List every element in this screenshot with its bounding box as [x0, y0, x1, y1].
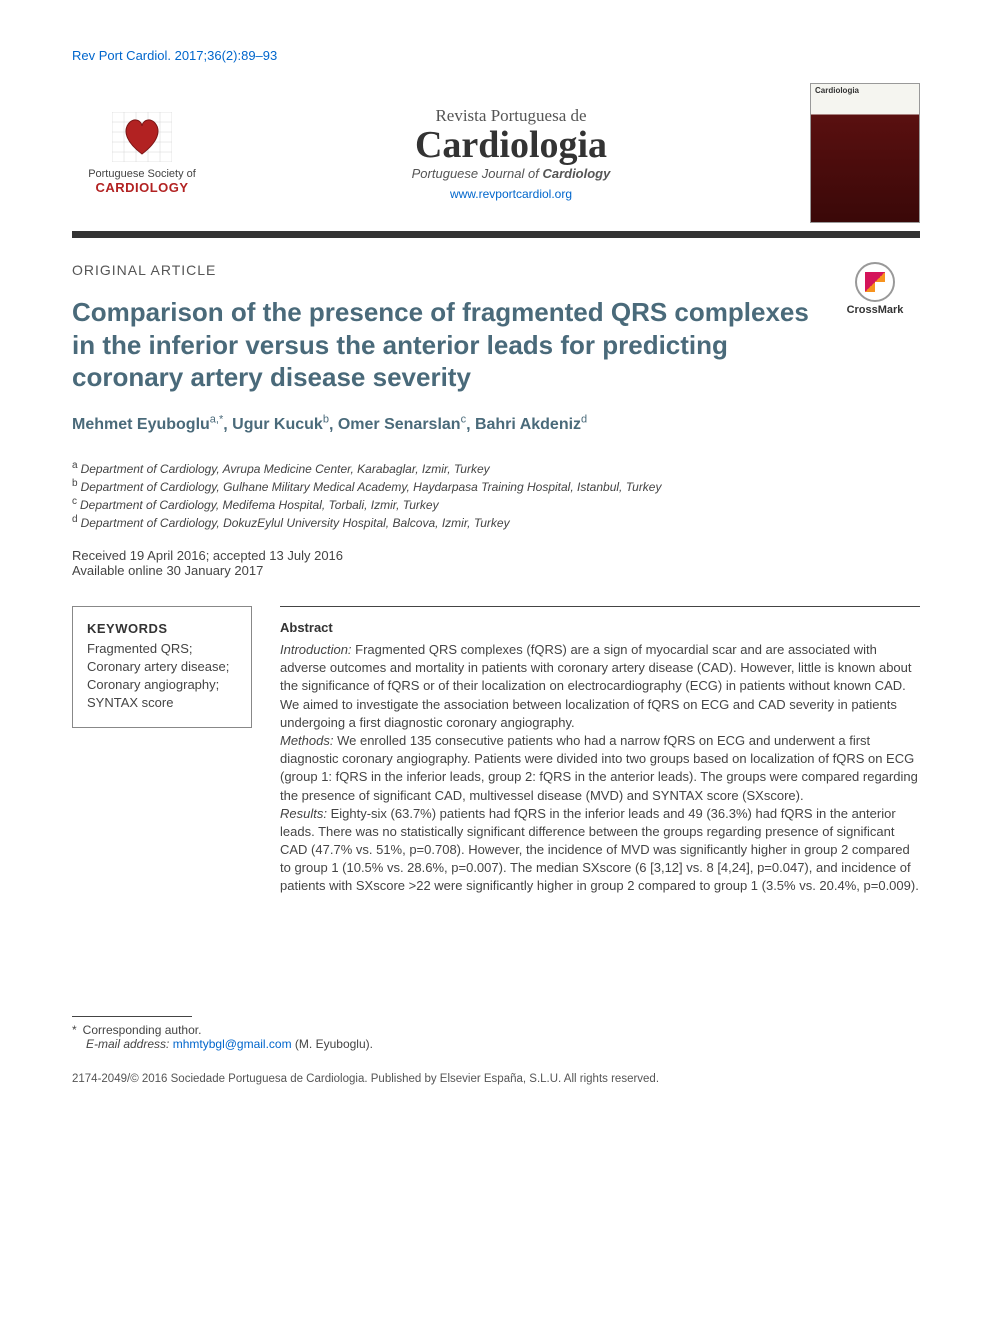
society-text-1: Portuguese Society of: [72, 168, 212, 180]
affiliation-text: Department of Cardiology, Gulhane Milita…: [81, 480, 662, 494]
abstract-methods-label: Methods:: [280, 733, 333, 748]
journal-sub-bold: Cardiology: [542, 166, 610, 181]
author-separator: ,: [466, 416, 475, 433]
corresponding-label: Corresponding author.: [83, 1023, 202, 1037]
abstract-intro-label: Introduction:: [280, 642, 352, 657]
affiliation-text: Department of Cardiology, DokuzEylul Uni…: [81, 516, 510, 530]
authors-list: Mehmet Eyuboglua,*, Ugur Kucukb, Omer Se…: [72, 414, 920, 434]
affiliation-sup: b: [72, 478, 78, 489]
abstract-methods-text: We enrolled 135 consecutive patients who…: [280, 733, 918, 803]
keyword-item: SYNTAX score: [87, 694, 237, 712]
abstract-results-label: Results:: [280, 806, 327, 821]
abstract-introduction: Introduction: Fragmented QRS complexes (…: [280, 641, 920, 732]
keywords-heading: KEYWORDS: [87, 621, 237, 636]
affiliation-text: Department of Cardiology, Medifema Hospi…: [80, 498, 439, 512]
affiliation: dDepartment of Cardiology, DokuzEylul Un…: [72, 514, 920, 530]
article-type: ORIGINAL ARTICLE: [72, 262, 810, 278]
article-title: Comparison of the presence of fragmented…: [72, 296, 810, 394]
affiliations-list: aDepartment of Cardiology, Avrupa Medici…: [72, 460, 920, 530]
online-date: Available online 30 January 2017: [72, 563, 920, 578]
journal-subtitle: Portuguese Journal of Cardiology: [212, 166, 810, 181]
received-accepted-date: Received 19 April 2016; accepted 13 July…: [72, 548, 920, 563]
journal-title: Cardiologia: [212, 126, 810, 164]
affiliation-sup: d: [72, 514, 78, 525]
author: Omer Senarslanc: [338, 416, 466, 433]
corresponding-email[interactable]: mhmtybgl@gmail.com: [173, 1037, 292, 1051]
author: Ugur Kucukb: [232, 416, 329, 433]
crossmark-icon: [855, 262, 895, 302]
affiliation: bDepartment of Cardiology, Gulhane Milit…: [72, 478, 920, 494]
affiliation: cDepartment of Cardiology, Medifema Hosp…: [72, 496, 920, 512]
email-suffix: (M. Eyuboglu).: [292, 1037, 373, 1051]
journal-masthead: Revista Portuguesa de Cardiologia Portug…: [212, 106, 810, 201]
society-logo: Portuguese Society of CARDIOLOGY: [72, 112, 212, 195]
affiliation-text: Department of Cardiology, Avrupa Medicin…: [81, 462, 490, 476]
abstract-results-text: Eighty-six (63.7%) patients had fQRS in …: [280, 806, 919, 894]
footnote-star: *: [72, 1023, 77, 1037]
abstract-heading: Abstract: [280, 619, 920, 637]
copyright-line: 2174-2049/© 2016 Sociedade Portuguesa de…: [72, 1073, 920, 1085]
crossmark-badge[interactable]: CrossMark: [830, 262, 920, 316]
article-header: ORIGINAL ARTICLE Comparison of the prese…: [72, 262, 920, 414]
keyword-item: Coronary angiography;: [87, 676, 237, 694]
header-rule: [72, 231, 920, 238]
heart-icon: [112, 112, 172, 162]
author: Bahri Akdenizd: [475, 416, 587, 433]
corresponding-author-footnote: *Corresponding author.: [86, 1023, 920, 1037]
affiliation-sup: a: [72, 460, 78, 471]
abstract-intro-text: Fragmented QRS complexes (fQRS) are a si…: [280, 642, 912, 730]
email-footnote: E-mail address: mhmtybgl@gmail.com (M. E…: [86, 1037, 920, 1051]
journal-url[interactable]: www.revportcardiol.org: [212, 187, 810, 201]
keywords-list: Fragmented QRS;Coronary artery disease;C…: [87, 640, 237, 713]
keyword-item: Fragmented QRS;: [87, 640, 237, 658]
email-label: E-mail address:: [86, 1037, 169, 1051]
keywords-box: KEYWORDS Fragmented QRS;Coronary artery …: [72, 606, 252, 728]
crossmark-label: CrossMark: [830, 304, 920, 316]
footnote-rule: [72, 1016, 192, 1017]
author-separator: ,: [223, 416, 232, 433]
abstract-results: Results: Eighty-six (63.7%) patients had…: [280, 805, 920, 896]
header-row: Portuguese Society of CARDIOLOGY Revista…: [72, 83, 920, 223]
affiliation-sup: c: [72, 496, 77, 507]
citation: Rev Port Cardiol. 2017;36(2):89–93: [72, 48, 920, 63]
journal-super: Revista Portuguesa de: [212, 106, 810, 126]
author-affiliation-sup: a,*: [210, 414, 223, 426]
article-dates: Received 19 April 2016; accepted 13 July…: [72, 548, 920, 578]
keyword-item: Coronary artery disease;: [87, 658, 237, 676]
society-text-2: CARDIOLOGY: [72, 180, 212, 195]
abstract-container: KEYWORDS Fragmented QRS;Coronary artery …: [72, 606, 920, 896]
abstract-body: Abstract Introduction: Fragmented QRS co…: [280, 606, 920, 896]
author-separator: ,: [329, 416, 338, 433]
journal-sub-prefix: Portuguese Journal of: [412, 166, 543, 181]
author: Mehmet Eyuboglua,*: [72, 416, 223, 433]
cover-thumb-header: Cardiologia: [811, 84, 919, 97]
abstract-methods: Methods: We enrolled 135 consecutive pat…: [280, 732, 920, 805]
affiliation: aDepartment of Cardiology, Avrupa Medici…: [72, 460, 920, 476]
journal-cover-thumbnail: Cardiologia: [810, 83, 920, 223]
author-affiliation-sup: d: [581, 414, 587, 426]
